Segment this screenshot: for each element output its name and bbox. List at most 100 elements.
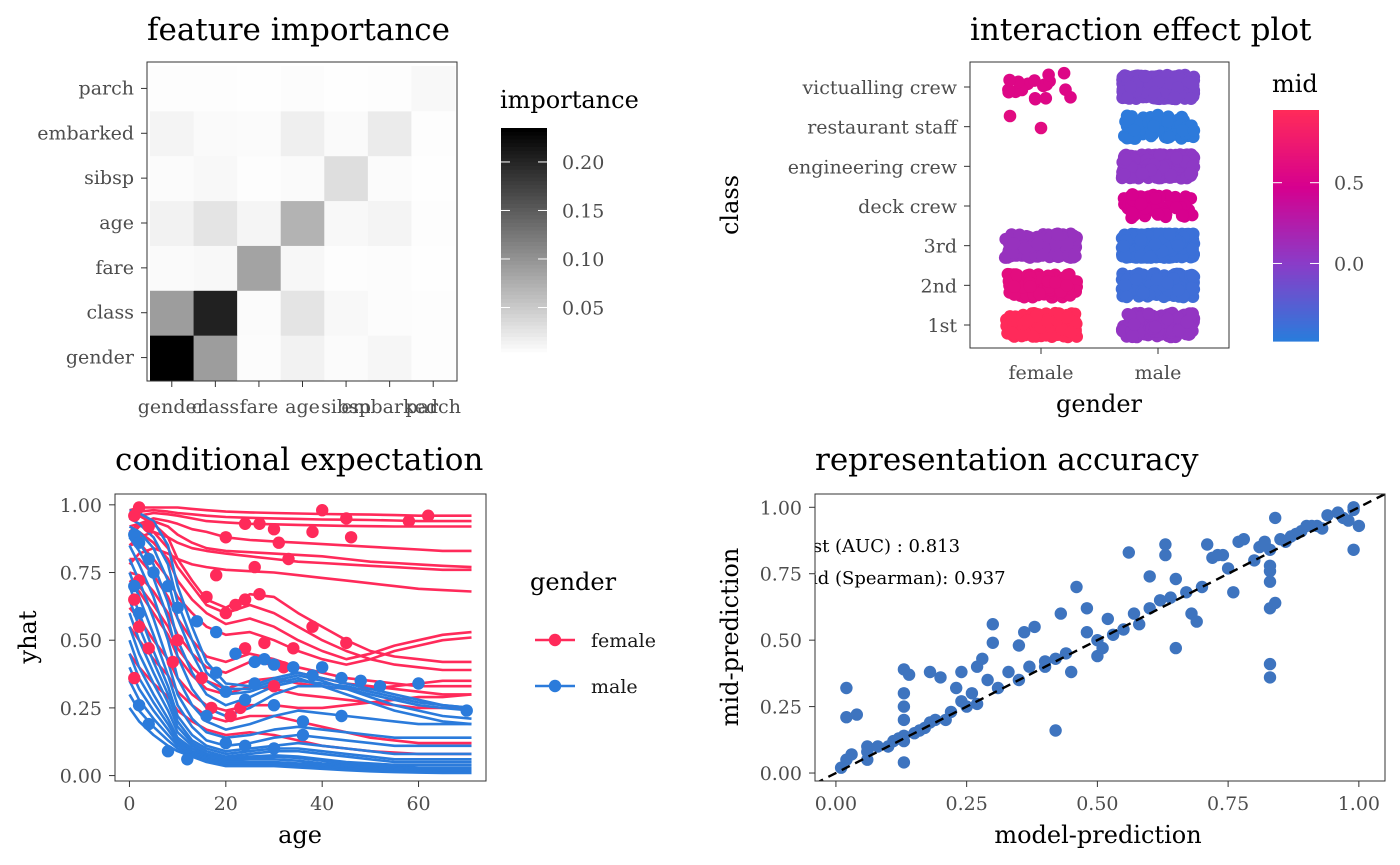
observation-point: [1120, 290, 1133, 304]
female-ice-curve: [128, 519, 472, 569]
legend-gradient-strip: [501, 234, 547, 239]
female-observation-point: [200, 590, 213, 604]
legend-gradient-strip: [1273, 169, 1319, 174]
observation-point: [1118, 250, 1132, 263]
prediction-point: [1002, 665, 1015, 679]
legend-gradient-strip: [1273, 311, 1319, 316]
legend-gradient-strip: [1273, 324, 1319, 329]
legend-gradient-strip: [501, 268, 547, 273]
observation-point: [1149, 192, 1162, 205]
prediction-point: [950, 681, 963, 695]
y-tick-label: victualling crew: [801, 77, 957, 99]
importance-heatmap: [150, 66, 456, 381]
legend-gradient-strip: [501, 238, 547, 243]
heatmap-cell: [411, 245, 456, 291]
legend-gradient-strip: [501, 219, 547, 224]
observation-point: [1144, 129, 1158, 143]
male-observation-point: [296, 728, 310, 742]
legend-gradient-strip: [1273, 255, 1319, 260]
legend-gradient-strip: [1273, 261, 1319, 266]
prediction-point: [897, 700, 911, 713]
female-observation-point: [128, 593, 141, 606]
heatmap-cell: [280, 335, 325, 381]
observation-point: [1117, 168, 1131, 181]
interaction-frame: [969, 61, 1230, 349]
male-ice-curve: [128, 585, 472, 756]
heatmap-cell: [411, 200, 456, 246]
heatmap-cell: [367, 245, 412, 291]
female-observation-point: [128, 671, 141, 685]
legend-gradient-strip: [1273, 308, 1319, 312]
x-tick-label: parch: [405, 396, 460, 418]
female-observation-point: [248, 560, 261, 574]
prediction-point: [1201, 538, 1214, 551]
heatmap-cell: [150, 155, 195, 202]
interaction-effect-panel: interaction effect plot female male 1st 2nd…: [716, 12, 1364, 418]
prediction-point: [1017, 626, 1031, 639]
female-observation-point: [253, 588, 266, 601]
heatmap-cell: [324, 66, 369, 112]
female-observation-point: [171, 634, 184, 647]
observation-point: [1117, 239, 1130, 253]
legend-gradient-strip: [501, 181, 547, 186]
y-tick-label: 0.25: [760, 697, 802, 719]
prediction-point: [897, 713, 911, 727]
legend-gradient-strip: [501, 321, 547, 327]
prediction-point: [923, 665, 937, 679]
legend-gradient-strip: [1273, 288, 1319, 293]
x-tick-label: 0: [123, 793, 135, 815]
male-observation-point: [200, 709, 213, 723]
legend-gradient-strip: [501, 310, 547, 315]
legend-tick-label: 0.10: [562, 249, 604, 271]
observation-point: [1187, 124, 1201, 137]
male-observation-point: [306, 669, 319, 682]
female-observation-point: [402, 514, 416, 528]
legend-label: female: [591, 630, 656, 652]
observation-point: [1051, 250, 1065, 264]
prediction-point: [1122, 546, 1136, 559]
observation-point: [1163, 130, 1176, 144]
observation-point: [1186, 281, 1199, 295]
legend-gradient-strip: [1273, 317, 1319, 322]
legend-key-point: [548, 633, 562, 647]
observation-point: [1175, 250, 1189, 264]
legend-gradient-strip: [501, 169, 547, 175]
prediction-point: [1159, 548, 1172, 562]
legend-gradient-strip: [1273, 298, 1319, 302]
legend-gradient-strip: [1273, 275, 1319, 279]
legend-gradient-strip: [1273, 268, 1319, 273]
heatmap-cell: [280, 66, 325, 112]
observation-point: [1134, 249, 1147, 263]
observation-point: [1171, 239, 1185, 252]
observation-point: [1148, 238, 1162, 251]
observation-point: [1121, 91, 1134, 105]
legend-gradient-strip: [1273, 284, 1319, 289]
female-observation-point: [340, 512, 353, 525]
legend-label: male: [591, 676, 638, 698]
legend-gradient-strip: [1273, 149, 1319, 154]
male-observation-point: [248, 677, 261, 690]
y-tick-label: class: [86, 302, 134, 324]
legend-gradient-strip: [501, 242, 547, 247]
legend-gradient-strip: [501, 253, 547, 258]
legend-gradient-strip: [1273, 176, 1319, 180]
female-observation-point: [316, 504, 329, 517]
x-tick-label: 0.25: [945, 793, 987, 815]
observation-point: [1171, 81, 1184, 94]
observation-point: [1028, 92, 1042, 105]
legend-gradient-strip: [501, 143, 547, 148]
legend-gradient-strip: [1273, 136, 1319, 141]
observation-point: [1176, 124, 1190, 137]
male-observation-point: [219, 736, 232, 750]
observation-point: [1184, 92, 1198, 105]
legend-gradient-strip: [1273, 166, 1319, 170]
legend-gradient-strip: [1273, 215, 1319, 220]
female-observation-point: [267, 680, 281, 693]
male-observation-point: [132, 606, 146, 620]
legend-gradient-strip: [501, 299, 547, 304]
heatmap-cell: [280, 290, 325, 336]
prediction-point: [1321, 509, 1334, 522]
legend-gradient-strip: [501, 245, 547, 251]
legend-gradient-strip: [1273, 294, 1319, 299]
